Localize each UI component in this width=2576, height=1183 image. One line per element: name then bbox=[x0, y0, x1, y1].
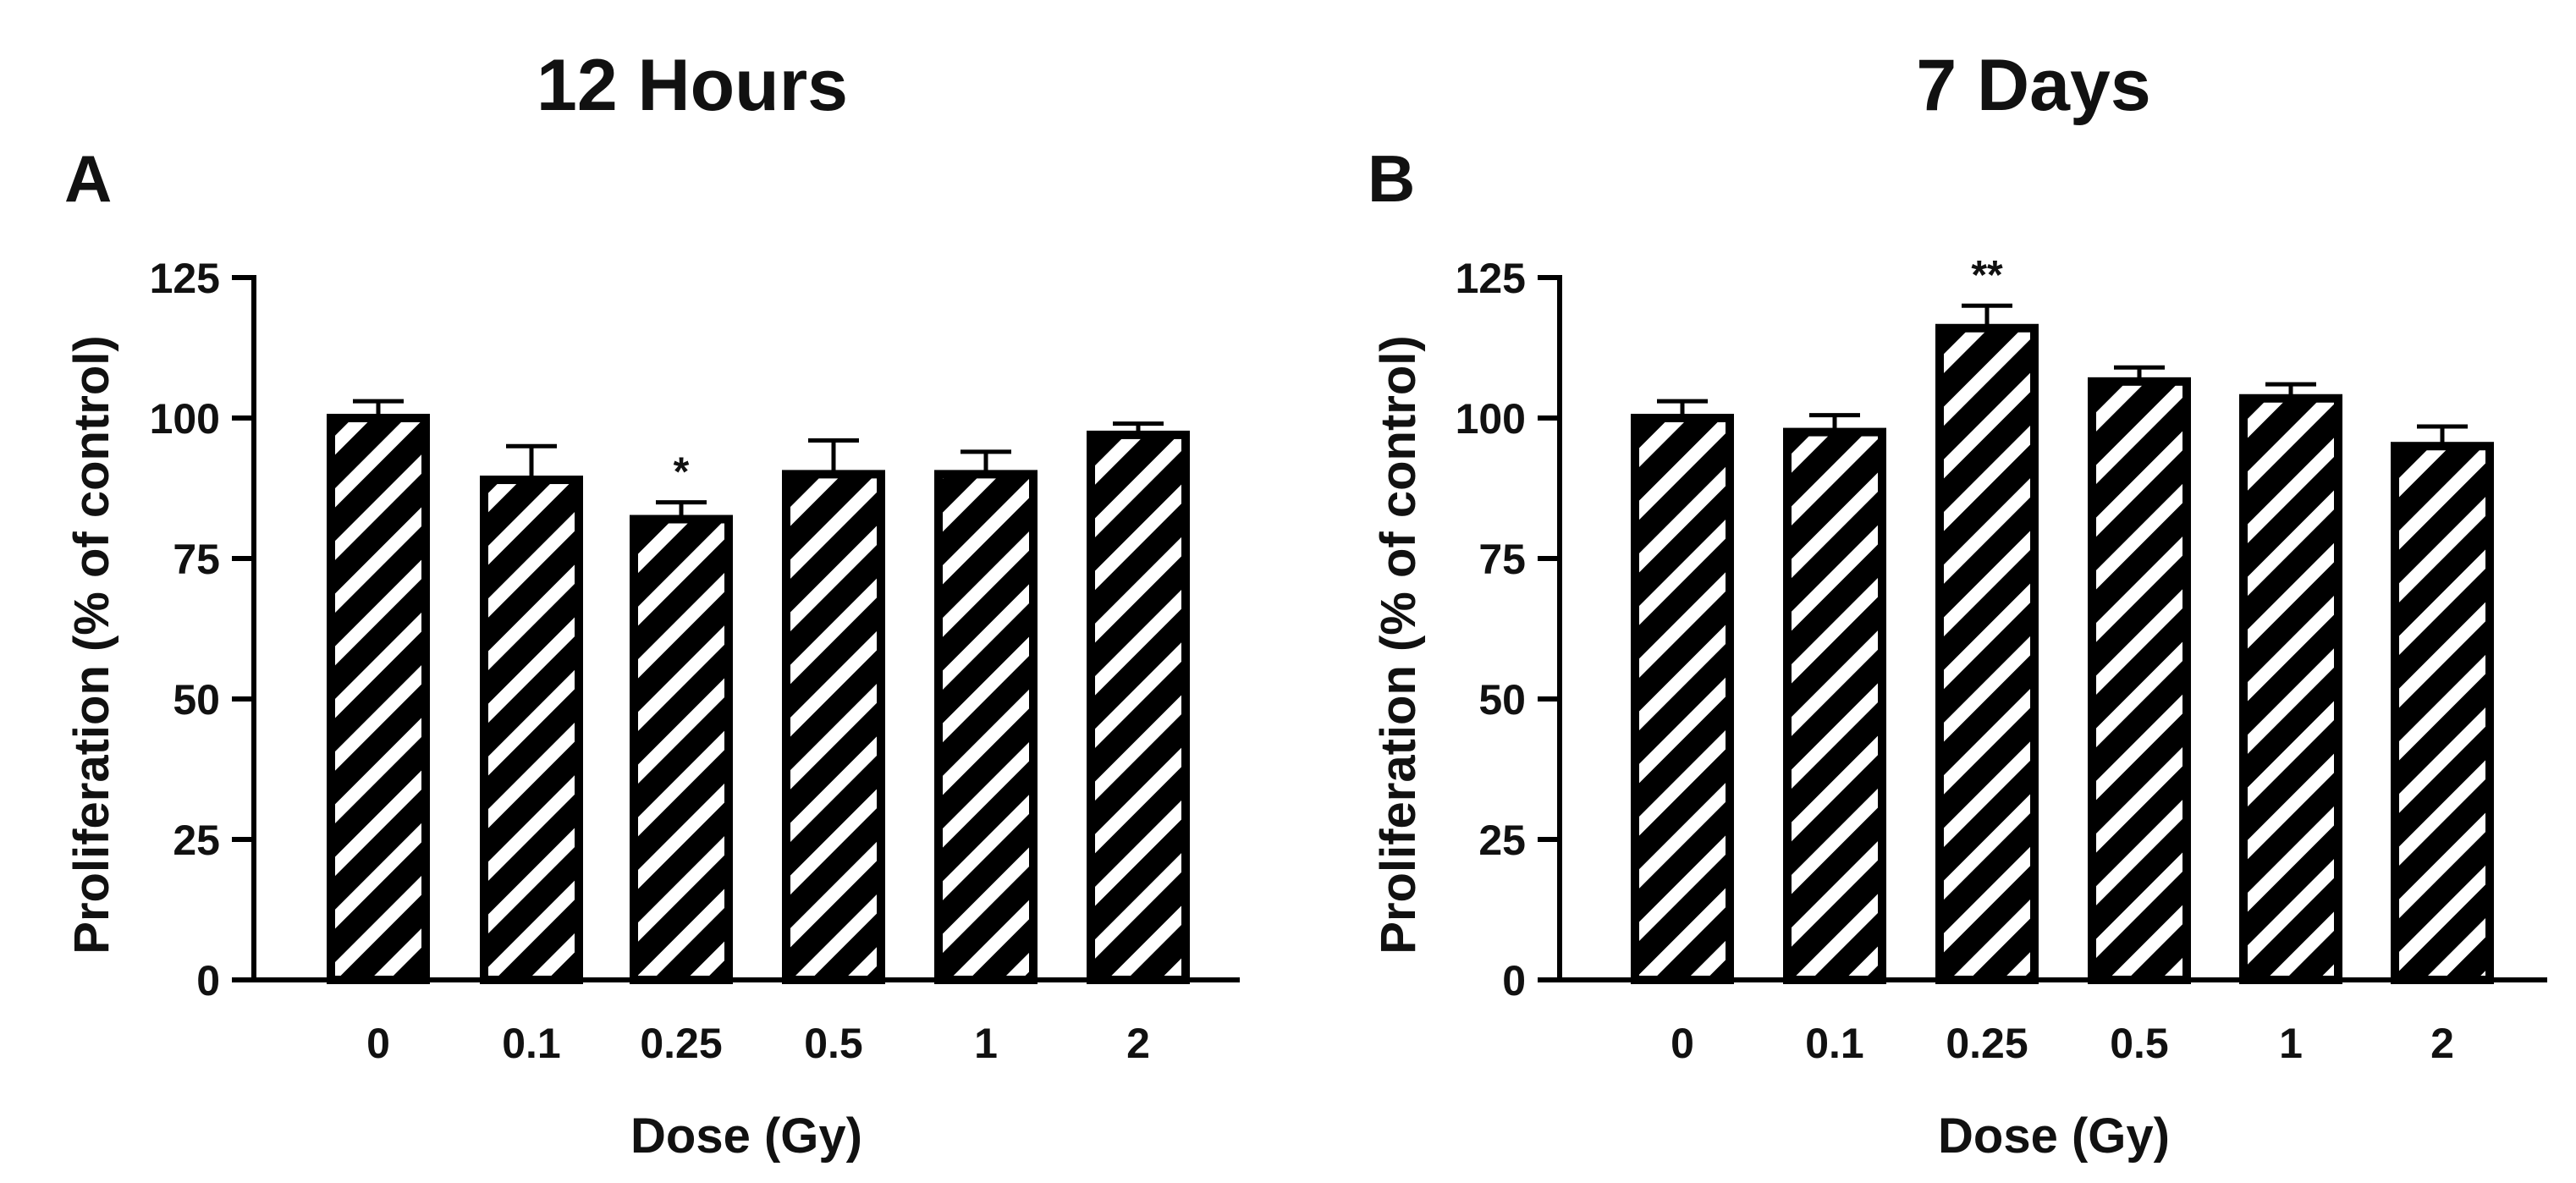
y-tick-label: 25 bbox=[1478, 817, 1526, 864]
panel-b-plot-area: 0 25 50 75 100 125 0 0.1 0.25 ** 0.5 1 2 bbox=[1456, 253, 2547, 1067]
y-tick-label: 100 bbox=[150, 395, 220, 443]
bar bbox=[480, 476, 583, 984]
panel-a-plot-area: 0 25 50 75 100 125 0 0.1 0.25 * 0.5 1 2 bbox=[150, 255, 1240, 1067]
y-tick-label: 75 bbox=[1478, 536, 1526, 583]
bar bbox=[327, 414, 430, 984]
x-tick-label: 0.1 bbox=[502, 1020, 561, 1067]
panel-a: 12 Hours A Proliferation (% of control) … bbox=[64, 45, 1240, 1164]
bar bbox=[2391, 442, 2494, 984]
bar bbox=[782, 470, 885, 984]
significance-marker: ** bbox=[1971, 253, 2003, 298]
panel-b-x-axis-label: Dose (Gy) bbox=[1938, 1109, 2170, 1164]
x-tick-label: 0 bbox=[1671, 1020, 1694, 1067]
panel-a-label: A bbox=[64, 141, 112, 216]
y-tick-label: 125 bbox=[150, 255, 220, 302]
bar bbox=[1935, 323, 2039, 984]
bar bbox=[1631, 414, 1734, 984]
bar bbox=[1087, 430, 1190, 984]
panel-a-y-axis-label: Proliferation (% of control) bbox=[64, 335, 119, 954]
y-tick-label: 75 bbox=[173, 536, 220, 583]
x-tick-label: 2 bbox=[1126, 1020, 1150, 1067]
x-tick-label: 0 bbox=[366, 1020, 390, 1067]
panel-a-x-axis-label: Dose (Gy) bbox=[630, 1109, 862, 1164]
panel-b-title: 7 Days bbox=[1916, 45, 2150, 126]
x-tick-label: 1 bbox=[2279, 1020, 2303, 1067]
x-tick-label: 0.5 bbox=[804, 1020, 863, 1067]
y-tick-label: 50 bbox=[173, 676, 220, 724]
bar bbox=[2088, 377, 2191, 984]
bar bbox=[934, 470, 1038, 984]
panel-b-label: B bbox=[1368, 141, 1415, 216]
x-tick-label: 2 bbox=[2430, 1020, 2454, 1067]
y-tick-label: 125 bbox=[1456, 255, 1526, 302]
panel-b-y-axis-label: Proliferation (% of control) bbox=[1371, 335, 1426, 954]
x-tick-label: 1 bbox=[974, 1020, 998, 1067]
y-tick-label: 25 bbox=[173, 817, 220, 864]
significance-marker: * bbox=[674, 450, 690, 495]
x-tick-label: 0.5 bbox=[2110, 1020, 2169, 1067]
x-tick-label: 0.1 bbox=[1805, 1020, 1864, 1067]
y-tick-label: 100 bbox=[1456, 395, 1526, 443]
y-tick-label: 50 bbox=[1478, 676, 1526, 724]
panel-a-title: 12 Hours bbox=[537, 45, 848, 126]
bar bbox=[1783, 427, 1886, 985]
panel-b: 7 Days B Proliferation (% of control) Do… bbox=[1368, 45, 2547, 1164]
x-tick-label: 0.25 bbox=[640, 1020, 722, 1067]
y-tick-label: 0 bbox=[196, 957, 220, 1004]
y-tick-label: 0 bbox=[1502, 957, 1526, 1004]
bar bbox=[630, 514, 733, 984]
x-tick-label: 0.25 bbox=[1946, 1020, 2028, 1067]
bar bbox=[2239, 393, 2342, 984]
